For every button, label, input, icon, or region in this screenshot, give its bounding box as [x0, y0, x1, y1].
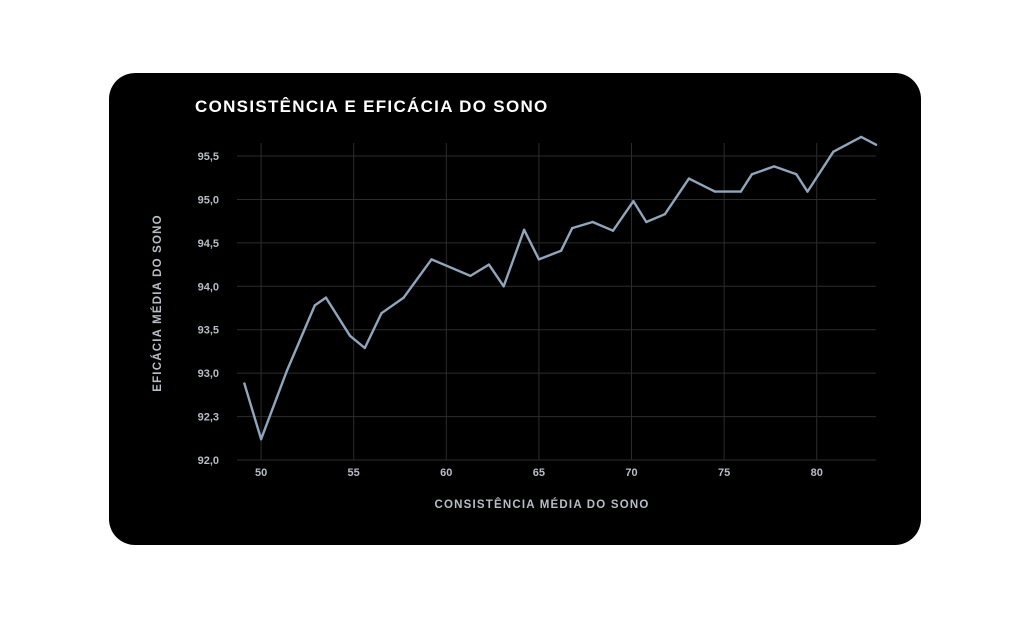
data-point [487, 263, 491, 266]
x-tick-label: 80 [811, 467, 823, 479]
y-axis-label: EFICÁCIA MÉDIA DO SONO [151, 214, 164, 392]
data-point [632, 200, 635, 203]
y-tick-label: 92,0 [198, 455, 219, 467]
data-point [522, 228, 526, 231]
data-point [348, 334, 352, 337]
data-point [772, 165, 776, 168]
y-tick-label: 93,5 [198, 325, 219, 337]
chart-title: CONSISTÊNCIA E EFICÁCIA DO SONO [195, 97, 549, 116]
data-point [285, 369, 289, 372]
line-chart: 92,0 92,3 93,0 93,5 94,0 94,5 95,0 95,5 50 55 60 6… [151, 135, 878, 511]
data-point [874, 143, 878, 146]
data-point [469, 274, 472, 278]
x-tick-label: 50 [255, 467, 267, 479]
data-point [363, 346, 366, 350]
data-point [795, 173, 798, 176]
data-point [806, 190, 809, 193]
x-axis-ticks: 50 55 60 65 70 75 80 [255, 467, 823, 479]
y-tick-label: 95,0 [198, 194, 219, 206]
y-axis-ticks: 92,0 92,3 93,0 93,5 94,0 94,5 95,0 95,5 [198, 151, 219, 467]
chart-card: CONSISTÊNCIA E EFICÁCIA DO SONO 92,0 92,3… [109, 73, 921, 545]
x-tick-label: 70 [625, 467, 637, 479]
series-line [243, 135, 878, 441]
y-tick-label: 94,0 [198, 281, 219, 293]
data-point [687, 177, 691, 180]
data-point [611, 229, 615, 232]
data-point [591, 220, 594, 224]
data-point [259, 438, 263, 441]
data-point [502, 285, 505, 288]
data-point [750, 173, 754, 176]
x-tick-label: 75 [718, 467, 730, 479]
series-group [243, 135, 878, 441]
x-tick-label: 60 [440, 467, 452, 479]
data-point [571, 226, 574, 230]
data-point [324, 296, 328, 299]
data-point [402, 296, 405, 299]
data-point [430, 258, 433, 261]
data-point [832, 150, 835, 153]
data-point [243, 382, 246, 385]
data-point [537, 258, 541, 261]
y-tick-label: 93,0 [198, 368, 219, 380]
y-tick-label: 92,3 [198, 412, 219, 424]
data-point [313, 304, 316, 307]
data-point [559, 249, 563, 252]
y-tick-label: 94,5 [198, 238, 219, 250]
data-point [739, 190, 742, 193]
data-point [448, 266, 452, 269]
data-point [860, 135, 863, 139]
x-axis-label: CONSISTÊNCIA MÉDIA DO SONO [435, 498, 650, 511]
grid [237, 143, 876, 461]
data-point [663, 213, 667, 216]
y-tick-label: 95,5 [198, 151, 219, 163]
x-tick-label: 55 [348, 467, 360, 479]
x-tick-label: 65 [533, 467, 545, 479]
data-point [645, 220, 648, 224]
data-point [380, 312, 383, 315]
data-point [713, 190, 717, 193]
